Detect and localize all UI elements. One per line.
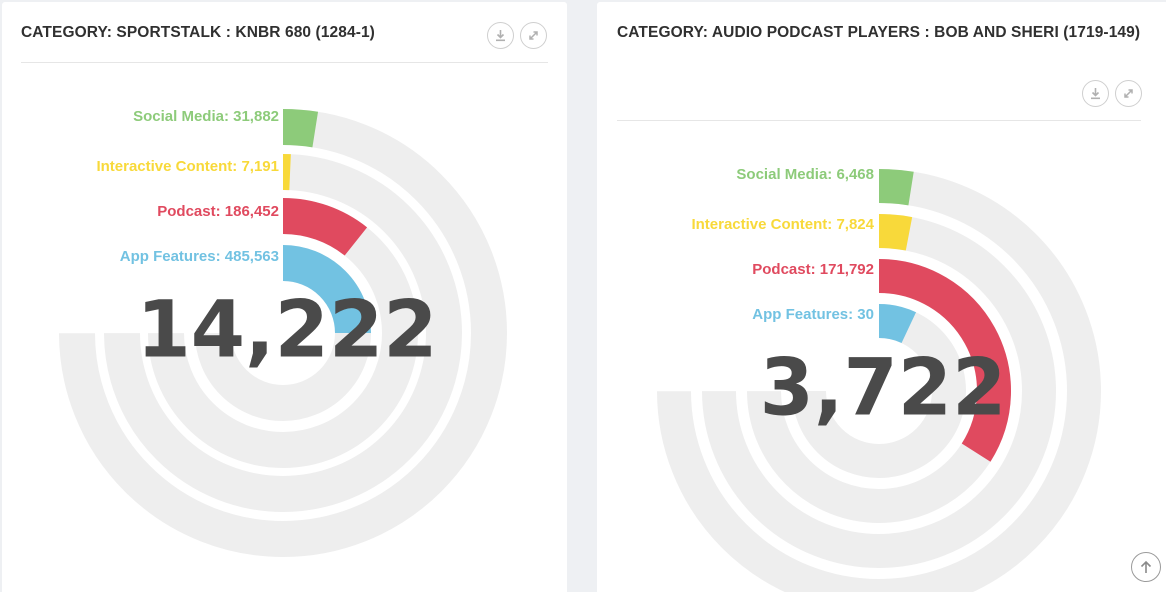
center-value: 3,722 (760, 343, 1007, 433)
series-podcast-label: Podcast: 186,452 (157, 203, 279, 220)
expand-button[interactable] (520, 22, 547, 49)
radial-chart: Social Media: 6,468 Interactive Content: … (657, 166, 1101, 592)
series-app-features-arc (282, 245, 371, 334)
series-podcast-arc (878, 259, 1011, 462)
series-podcast-arc (282, 198, 368, 256)
series-app-features-label: App Features: 485,563 (120, 248, 279, 265)
scroll-to-top-button[interactable] (1131, 552, 1161, 582)
track-ring (148, 198, 418, 468)
download-button[interactable] (1082, 80, 1109, 107)
header-divider (617, 120, 1141, 121)
download-icon (496, 30, 505, 42)
center-value: 14,222 (137, 285, 438, 375)
radial-chart: Social Media: 31,882 Interactive Content:… (59, 108, 507, 557)
header-divider (21, 62, 548, 63)
track-ring (104, 154, 462, 512)
series-social-media-arc (878, 169, 914, 206)
series-interactive-content-label: Interactive Content: 7,191 (96, 158, 279, 175)
track-ring (792, 304, 966, 478)
download-icon (1091, 88, 1100, 100)
arrow-up-icon (1140, 560, 1152, 573)
series-social-media-arc (282, 109, 319, 148)
series-app-features-label: App Features: 30 (752, 306, 874, 323)
series-interactive-content-label: Interactive Content: 7,824 (691, 216, 874, 233)
track-ring (657, 169, 1101, 592)
series-app-features-arc (878, 304, 917, 344)
download-button[interactable] (487, 22, 514, 49)
series-podcast-label: Podcast: 171,792 (752, 261, 874, 278)
chart-title: CATEGORY: AUDIO PODCAST PLAYERS : BOB AN… (617, 24, 1141, 41)
expand-icon (1124, 89, 1133, 98)
chart-panel-audio-podcast: CATEGORY: AUDIO PODCAST PLAYERS : BOB AN… (597, 2, 1166, 592)
chart-panel-sportstalk: CATEGORY: SPORTSTALK : KNBR 680 (1284-1)… (2, 2, 567, 592)
expand-icon (529, 31, 538, 40)
series-social-media-label: Social Media: 31,882 (133, 108, 279, 125)
series-interactive-content-arc (878, 214, 913, 251)
track-ring (702, 214, 1056, 568)
track-ring (59, 109, 507, 557)
expand-button[interactable] (1115, 80, 1142, 107)
chart-title: CATEGORY: SPORTSTALK : KNBR 680 (1284-1) (21, 24, 375, 41)
series-social-media-label: Social Media: 6,468 (736, 166, 874, 183)
